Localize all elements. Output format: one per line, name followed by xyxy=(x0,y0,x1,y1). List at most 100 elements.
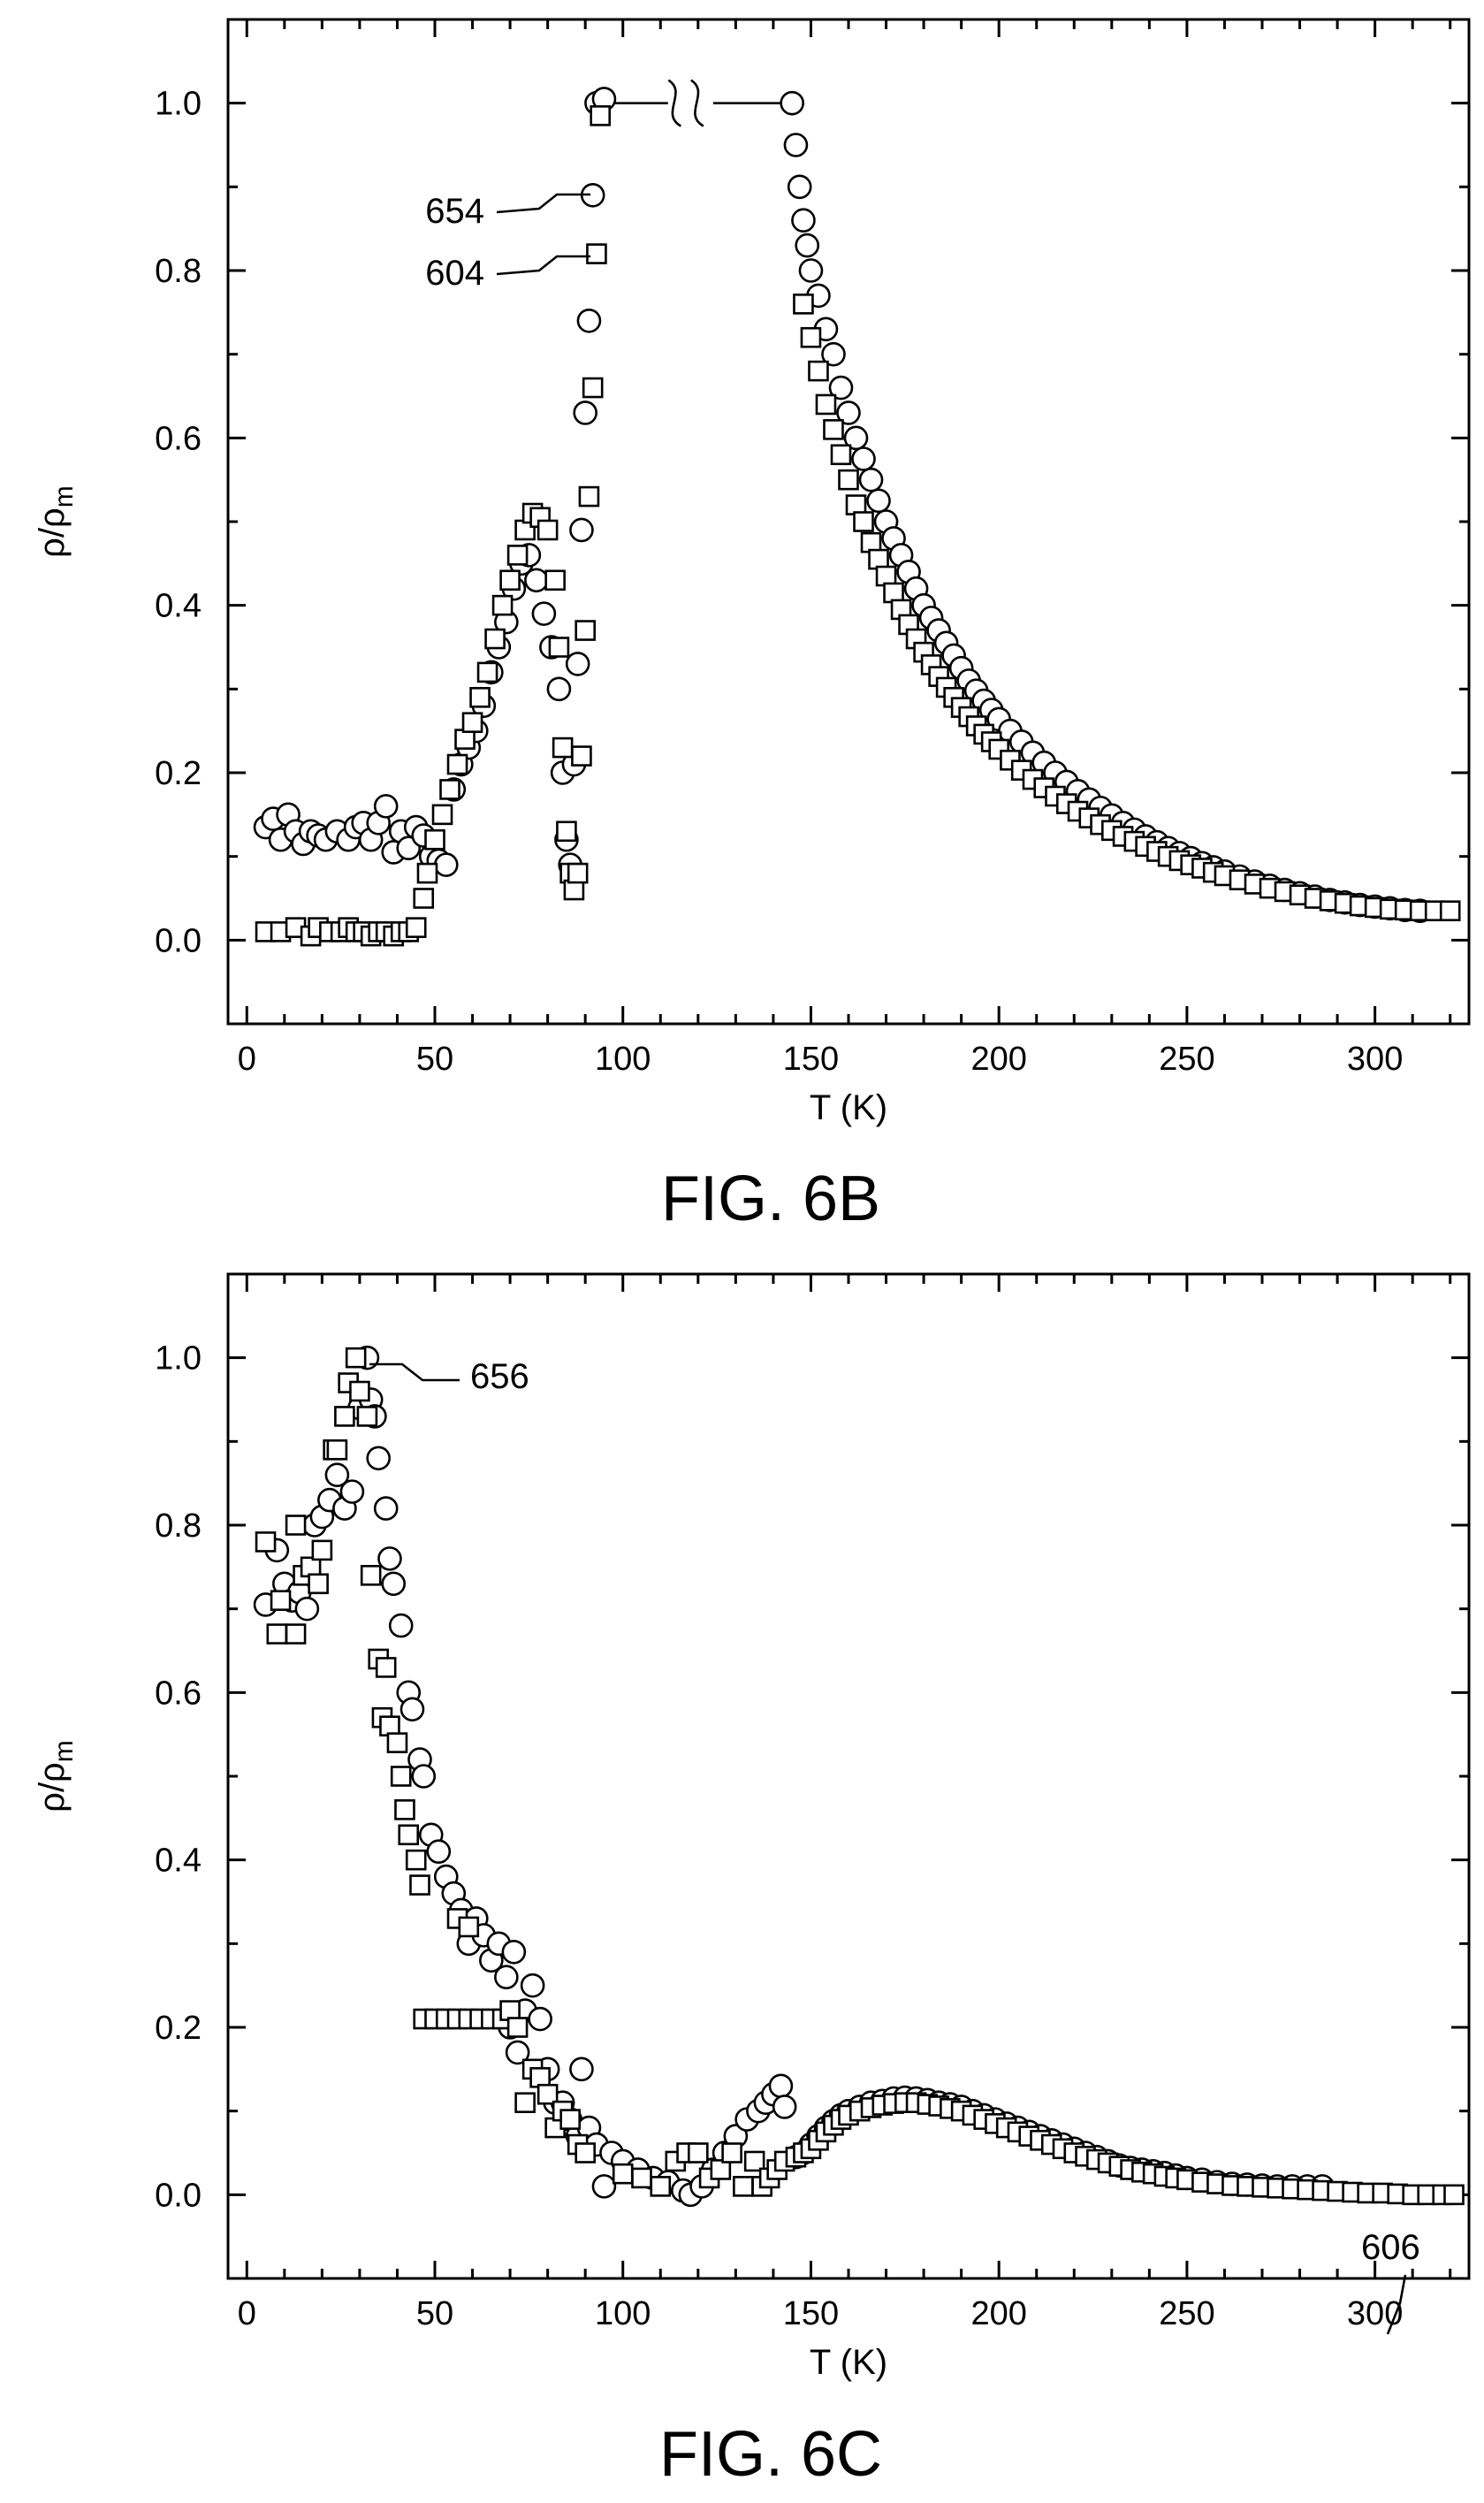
data-point-circle xyxy=(569,517,594,543)
data-point-circle xyxy=(294,1596,320,1622)
data-point-square xyxy=(458,1916,480,1938)
data-point-square xyxy=(266,1623,288,1645)
data-point-circle xyxy=(546,676,572,702)
figure-6c-chart: 0 50 100 150 200 250 300 0.0 0.2 0.4 0.6 0.8 1.0 T (K… xyxy=(33,1272,1471,2490)
data-point-square xyxy=(743,2150,765,2172)
x-tick-label: 250 xyxy=(1159,1041,1214,1078)
data-point-circle xyxy=(795,233,820,258)
data-point-circle xyxy=(426,1839,452,1865)
data-point-square xyxy=(631,2167,652,2189)
data-point-circle xyxy=(411,1764,437,1789)
data-point-square xyxy=(461,712,483,734)
y-tick-label: 0.0 xyxy=(155,922,202,959)
data-point-square xyxy=(1443,2184,1465,2206)
figure-6c-panel: 0 50 100 150 200 250 300 0.0 0.2 0.4 0.6 0.8 1.0 T (K… xyxy=(0,1251,1484,2502)
data-point-square xyxy=(484,628,506,650)
data-point-circle xyxy=(798,258,824,283)
data-point-square xyxy=(571,745,592,767)
data-point-square xyxy=(582,377,604,399)
y-axis-title: ρ/ρm xyxy=(33,485,79,558)
data-point-square xyxy=(270,1590,292,1612)
data-point-square xyxy=(409,1874,430,1896)
series-label-656: 656 xyxy=(470,1357,529,1396)
data-point-square xyxy=(830,444,852,466)
plot-frame xyxy=(226,18,1471,1026)
data-point-circle xyxy=(787,174,812,200)
data-point-square xyxy=(394,1799,415,1820)
y-tick-label: 0.4 xyxy=(155,1843,202,1880)
data-point-square xyxy=(506,545,529,566)
series-label-604: 604 xyxy=(425,254,484,293)
data-point-square xyxy=(491,594,514,616)
data-point-circle xyxy=(851,446,876,471)
data-point-circle xyxy=(565,652,590,676)
y-tick-label: 1.0 xyxy=(155,1340,202,1377)
data-point-square xyxy=(578,485,600,507)
y-tick-label: 0.4 xyxy=(155,588,202,625)
data-point-circle xyxy=(494,1965,519,1990)
data-point-circle xyxy=(388,1613,414,1638)
data-point-square xyxy=(416,862,438,884)
data-point-circle xyxy=(591,2174,617,2199)
x-tick-label: 150 xyxy=(783,2295,839,2332)
data-point-circle xyxy=(828,375,854,401)
x-tick-label: 200 xyxy=(970,2295,1026,2332)
data-point-circle xyxy=(783,133,809,157)
data-point-square xyxy=(356,1406,378,1427)
data-point-circle xyxy=(366,1446,391,1471)
data-point-square xyxy=(390,1766,412,1787)
data-point-square xyxy=(506,2017,529,2038)
data-point-circle xyxy=(400,1697,425,1722)
figure-caption: FIG. 6C xyxy=(659,2419,882,2490)
x-tick-label: 250 xyxy=(1159,2295,1214,2332)
data-point-square xyxy=(326,1439,348,1461)
data-point-square xyxy=(375,1657,397,1678)
data-point-square xyxy=(688,2142,709,2163)
y-tick-label: 0.8 xyxy=(155,253,202,290)
data-point-square xyxy=(710,2159,732,2180)
data-point-square xyxy=(360,1564,382,1586)
data-point-square xyxy=(815,393,837,416)
axis-break-connector xyxy=(604,79,788,127)
data-point-circle xyxy=(768,2073,794,2099)
data-point-square xyxy=(823,419,844,440)
data-point-circle xyxy=(858,467,884,492)
data-point-square xyxy=(544,569,566,591)
data-point-square xyxy=(255,1531,277,1553)
data-point-circle xyxy=(836,401,861,425)
y-axis-title: ρ/ρm xyxy=(33,1740,79,1812)
x-tick-label: 300 xyxy=(1347,2295,1403,2332)
x-tick-label: 0 xyxy=(238,2295,256,2332)
data-point-circle xyxy=(524,568,549,593)
data-point-circle xyxy=(381,1571,407,1597)
data-point-square xyxy=(575,2142,596,2163)
data-point-circle xyxy=(324,1462,350,1487)
y-tick-label: 0.2 xyxy=(155,755,202,792)
data-point-square xyxy=(537,2083,559,2105)
data-point-square xyxy=(721,2142,742,2163)
data-point-square xyxy=(413,888,435,909)
y-tick-label: 0.0 xyxy=(155,2177,202,2214)
data-point-square xyxy=(499,569,521,591)
y-tick-label: 0.6 xyxy=(155,420,202,457)
data-point-square xyxy=(308,1573,329,1595)
data-point-square xyxy=(537,519,559,541)
data-point-square xyxy=(612,2163,634,2185)
y-tick-label: 0.2 xyxy=(155,2010,202,2047)
series-656 xyxy=(253,1345,1335,2208)
data-point-square xyxy=(800,326,822,348)
data-point-circle xyxy=(520,1973,545,1998)
data-point-square xyxy=(405,1849,427,1871)
series-606 xyxy=(255,1347,1465,2206)
leader-line-656 xyxy=(369,1362,460,1382)
data-point-square xyxy=(386,1732,408,1753)
data-point-circle xyxy=(433,852,459,877)
leader-line-606 xyxy=(1386,2274,1407,2335)
data-point-circle xyxy=(821,341,846,367)
leader-line-654 xyxy=(496,193,590,214)
data-point-square xyxy=(808,360,829,382)
data-point-circle xyxy=(373,794,399,819)
x-tick-label: 100 xyxy=(595,2295,651,2332)
series-label-654: 654 xyxy=(425,192,484,231)
figure-6b-panel: 0 50 100 150 200 250 300 0.0 0.2 0.4 0.6 0.8 1.0 T (K… xyxy=(0,0,1484,1251)
